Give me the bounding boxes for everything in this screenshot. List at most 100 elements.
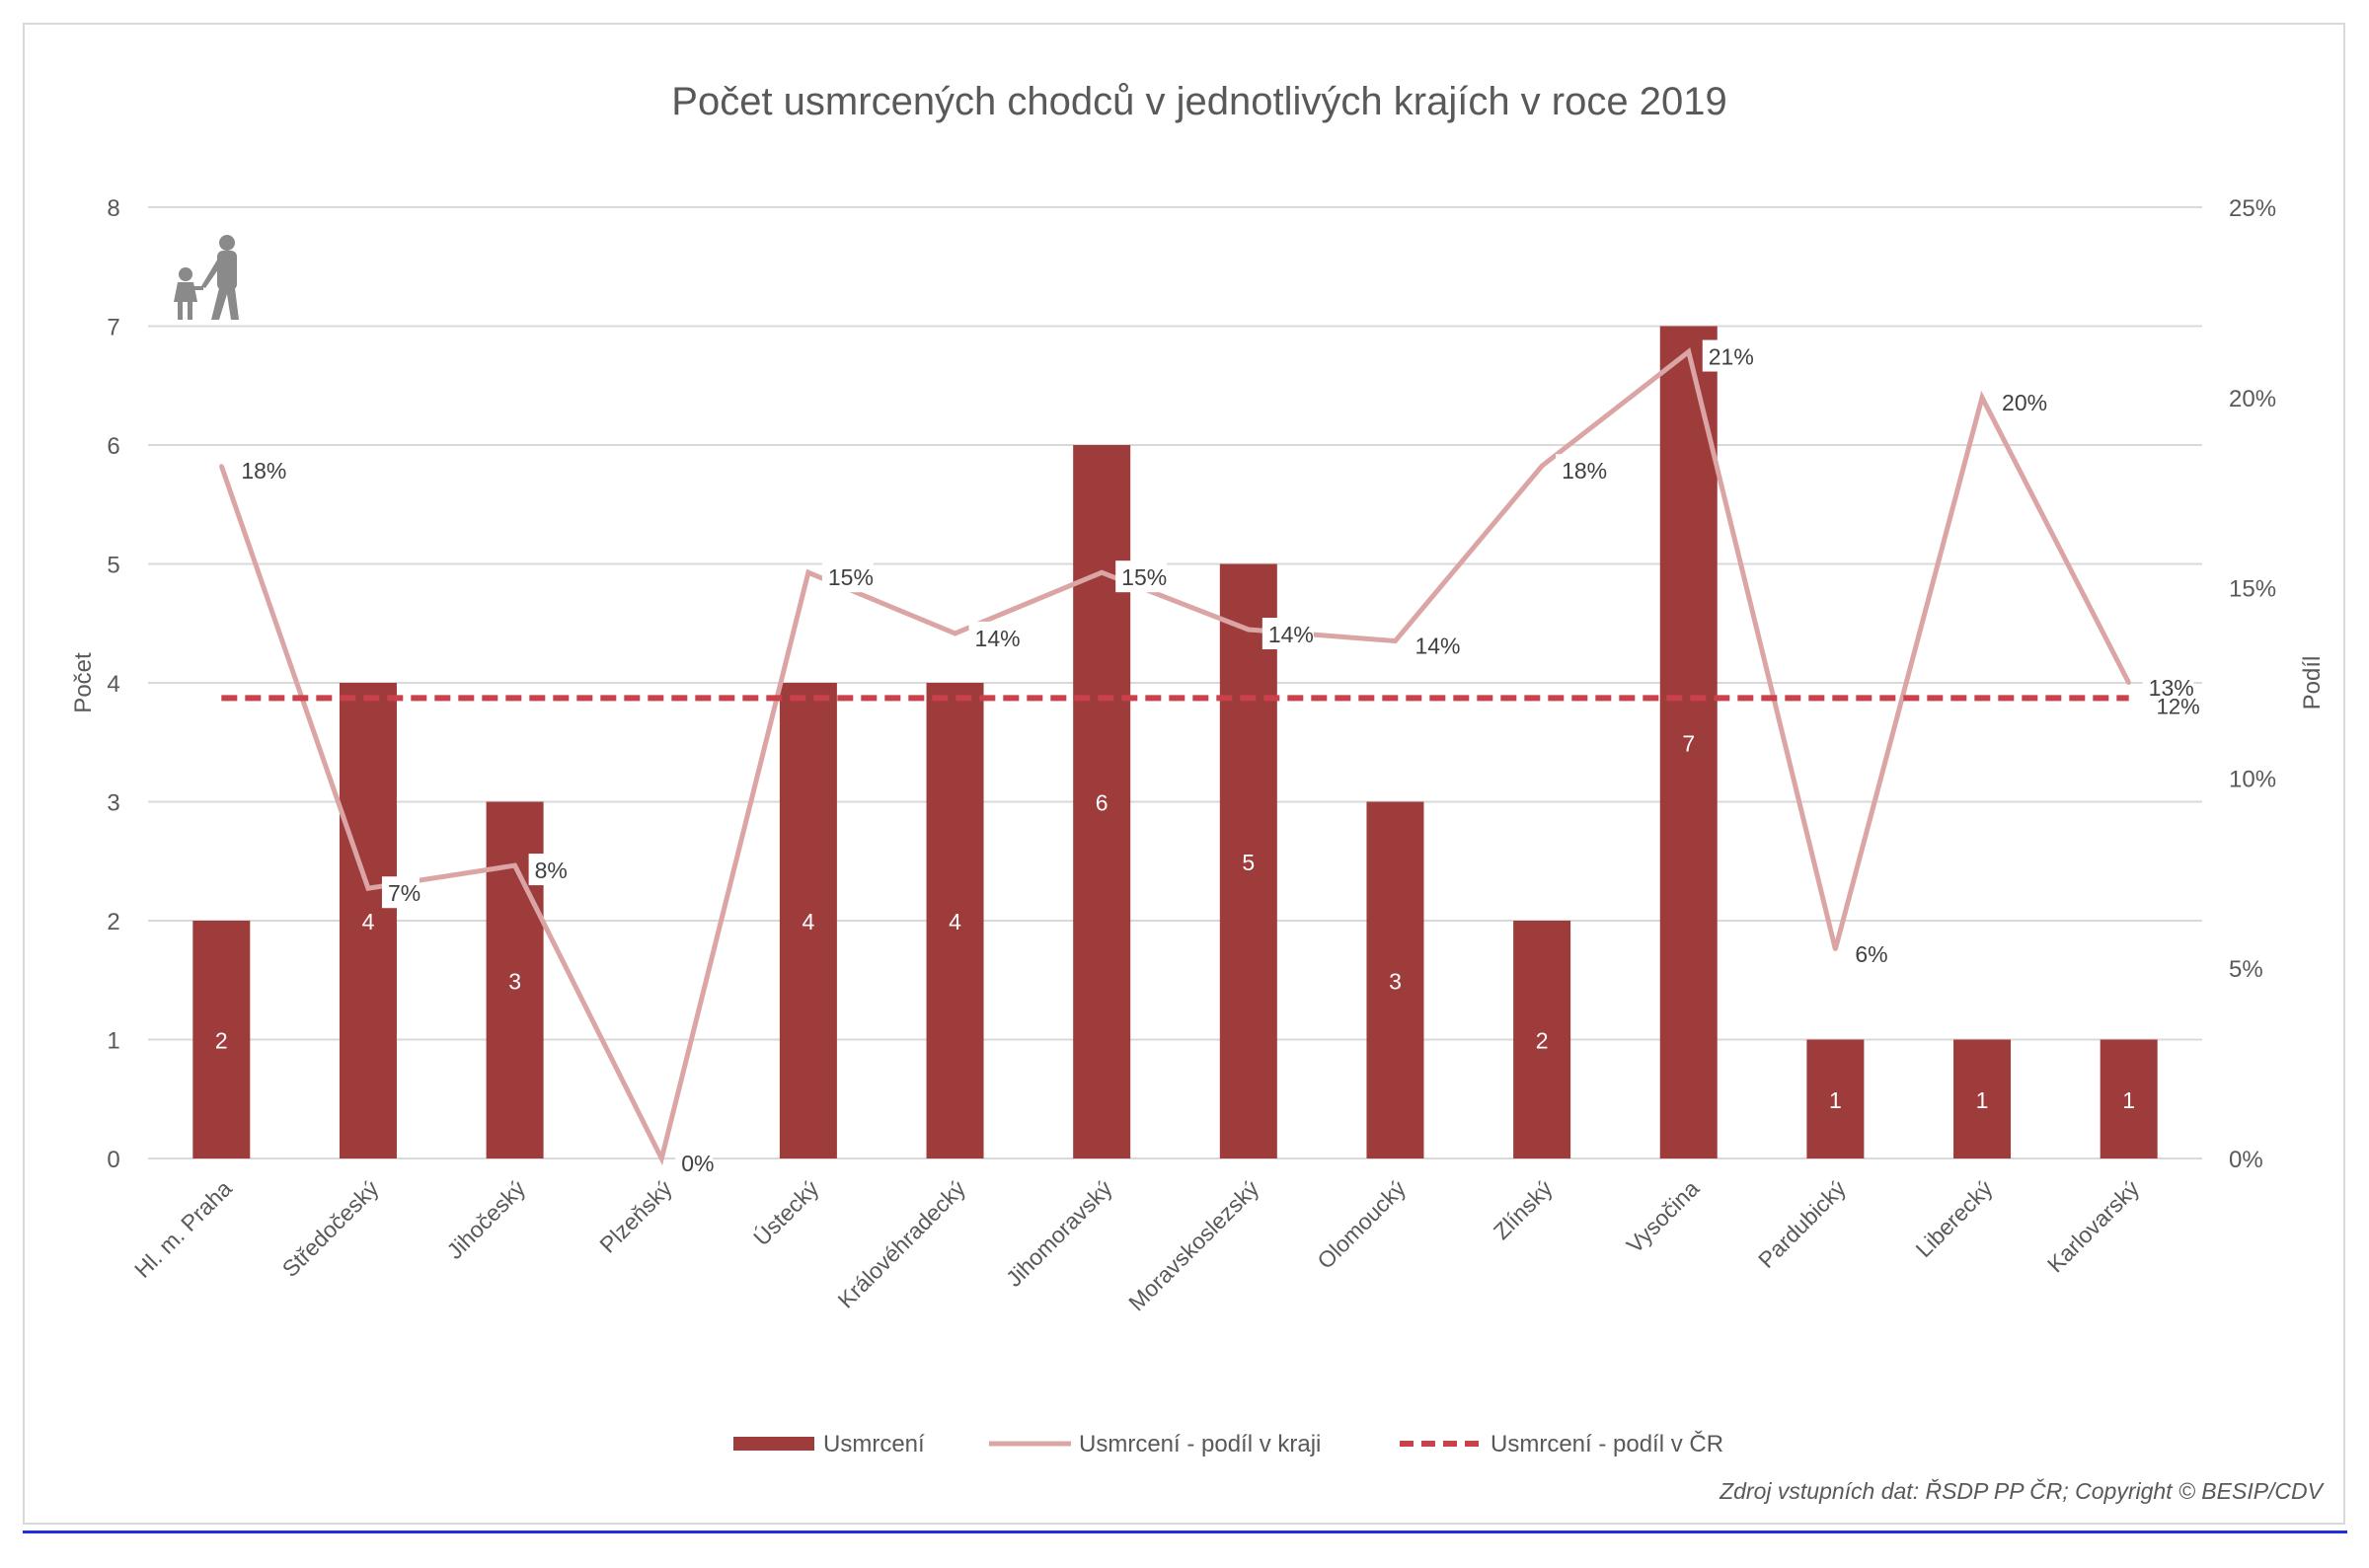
y2-tick-label: 5%	[2229, 956, 2263, 983]
bar-label: 5	[1242, 850, 1255, 875]
x-tick-label: Hl. m. Praha	[129, 1175, 237, 1283]
national-share-label: 12%	[2157, 694, 2200, 718]
label-bg	[381, 876, 420, 909]
y2-tick-label: 25%	[2229, 195, 2276, 222]
y2-tick-label: 20%	[2229, 386, 2276, 412]
bar-label: 1	[1829, 1087, 1842, 1113]
y-tick-label: 1	[107, 1028, 119, 1055]
x-tick-label: Středočeský	[277, 1175, 384, 1282]
label-bg	[1261, 618, 1314, 650]
line-label: 6%	[1855, 941, 1887, 967]
legend: Usmrcení Usmrcení - podíl v kraji Usmrce…	[733, 1430, 1723, 1457]
line-label: 14%	[1414, 634, 1460, 659]
y-tick-label: 8	[107, 195, 119, 222]
bar	[1953, 1039, 2012, 1158]
line-point	[512, 863, 517, 868]
y-tick-label: 2	[107, 909, 119, 935]
line-point	[2126, 681, 2131, 685]
legend-label: Usmrcení - podíl v kraji	[1079, 1431, 1321, 1457]
y2-axis-label: Podíl	[2299, 656, 2326, 710]
bar-label: 7	[1682, 730, 1695, 756]
chart-title: Počet usmrcených chodců v jednotlivých k…	[671, 80, 1726, 123]
bar-label: 2	[215, 1028, 228, 1054]
label-bg	[1115, 560, 1168, 593]
y-tick-label: 0	[107, 1147, 119, 1173]
line-point	[1540, 464, 1545, 469]
y-tick-label: 3	[107, 790, 119, 817]
line-point	[365, 886, 370, 891]
bar-label: 4	[949, 909, 961, 934]
x-tick-label: Liberecký	[1911, 1175, 1998, 1262]
label-bg	[968, 621, 1021, 653]
bar-label: 6	[1096, 790, 1108, 816]
label-bg	[1849, 936, 1887, 969]
line-point	[1833, 946, 1838, 951]
bar	[2100, 1039, 2158, 1158]
x-tick-label: Pardubický	[1753, 1175, 1851, 1273]
bar-label: 1	[1976, 1087, 1989, 1113]
x-tick-label: Jihomoravský	[1001, 1175, 1117, 1292]
label-bg	[1556, 454, 1608, 486]
divider	[23, 1531, 2347, 1533]
line-series-regional-share	[218, 347, 2131, 1166]
legend-label: Usmrcení - podíl v ČR	[1490, 1430, 1723, 1457]
x-tick-label: Jihočeský	[441, 1175, 530, 1264]
line-point	[219, 464, 224, 469]
line-point	[1393, 638, 1398, 643]
bar	[926, 683, 984, 1158]
legend-swatch-bar	[733, 1437, 814, 1451]
line-label: 0%	[681, 1151, 714, 1176]
bar	[339, 683, 397, 1158]
y2-tick-label: 0%	[2229, 1147, 2263, 1173]
chart-frame	[23, 23, 2345, 1525]
label-bg	[821, 560, 874, 593]
y-tick-label: 6	[107, 433, 119, 460]
bar	[1659, 326, 1718, 1158]
line-label: 7%	[388, 880, 420, 906]
label-bg	[675, 1147, 714, 1178]
source-note: Zdroj vstupních dat: ŘSDP PP ČR; Copyrig…	[1719, 1477, 2326, 1504]
x-tick-label: Zlínský	[1489, 1175, 1558, 1244]
bar	[1513, 921, 1571, 1158]
x-tick-label: Vysočina	[1622, 1175, 1705, 1258]
line-label: 13%	[2149, 675, 2194, 701]
bar	[192, 921, 251, 1158]
line-label: 14%	[975, 626, 1021, 651]
line-point	[1686, 349, 1691, 354]
line-point	[1100, 570, 1105, 575]
y-tick-label: 5	[107, 553, 119, 579]
line-label: 18%	[241, 458, 286, 484]
pedestrians-icon	[174, 235, 239, 320]
y2-tick-label: 15%	[2229, 576, 2276, 603]
bar-label: 1	[2122, 1087, 2135, 1113]
y2-tick-label: 10%	[2229, 766, 2276, 792]
bar	[1219, 563, 1277, 1158]
y-tick-label: 4	[107, 671, 119, 698]
label-bg	[235, 454, 287, 486]
bar-label: 3	[508, 968, 521, 994]
line-point	[1980, 395, 1985, 400]
line-point	[1246, 628, 1251, 633]
line-label: 15%	[1121, 564, 1167, 590]
x-tick-label: Moravskoslezský	[1123, 1175, 1264, 1316]
bar	[779, 683, 837, 1158]
x-tick-label: Ústecký	[748, 1175, 824, 1251]
line-label: 18%	[1562, 458, 1607, 484]
line-point	[953, 631, 957, 635]
bar-label: 2	[1536, 1028, 1549, 1054]
label-bg	[1996, 385, 2048, 417]
label-bg	[1702, 339, 1754, 372]
bar-label: 4	[802, 909, 814, 934]
bar-label: 4	[362, 909, 375, 934]
line-label: 15%	[828, 564, 874, 590]
line-label: 8%	[535, 858, 568, 883]
y-tick-label: 7	[107, 315, 119, 341]
x-tick-label: Plzeňský	[594, 1175, 677, 1258]
x-tick-label: Karlovarský	[2042, 1175, 2145, 1278]
bar	[1366, 801, 1424, 1158]
line-point	[805, 570, 810, 575]
line-point	[659, 1157, 664, 1160]
line-label: 20%	[2002, 390, 2047, 415]
line-label: 14%	[1268, 622, 1314, 647]
